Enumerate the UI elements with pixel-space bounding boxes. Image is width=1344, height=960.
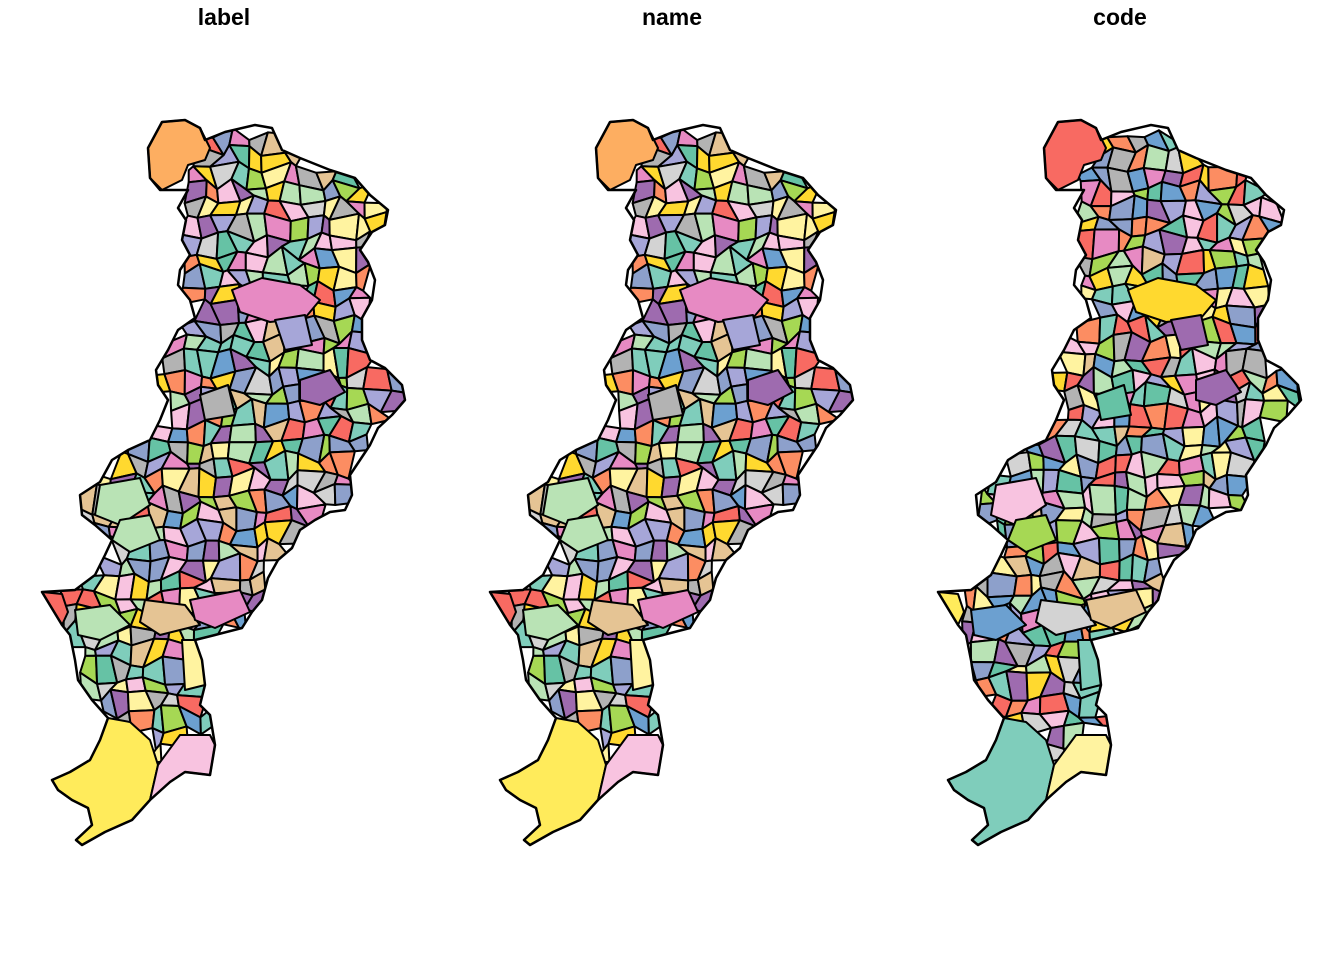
- ward-region: [637, 589, 699, 629]
- ward-region: [798, 314, 817, 334]
- ward-region: [1195, 369, 1242, 406]
- ward-region-south-blob: [947, 717, 1055, 846]
- ward-region: [299, 369, 346, 406]
- choropleth-map: [40, 118, 407, 847]
- ward-region: [1098, 536, 1121, 566]
- ward-region: [289, 216, 310, 243]
- ward-region: [111, 514, 161, 553]
- ward-region: [1088, 483, 1117, 516]
- ward-region: [1075, 316, 1102, 345]
- ward-region: [74, 604, 131, 641]
- ward-region: [1131, 194, 1149, 221]
- ward-region: [1035, 599, 1097, 636]
- ward-region: [231, 277, 321, 323]
- ward-region: [1095, 384, 1132, 421]
- ward-region: [202, 539, 221, 562]
- map-panel-label: label: [0, 0, 448, 960]
- ward-region: [139, 599, 201, 636]
- ward-region: [1127, 277, 1217, 323]
- ward-regions: [59, 127, 405, 765]
- ward-region: [970, 604, 1027, 641]
- ward-region: [737, 216, 758, 243]
- ward-regions: [507, 127, 853, 765]
- ward-region: [542, 477, 599, 526]
- ward-region: [647, 384, 684, 421]
- map-boundary: [488, 118, 855, 847]
- ward-region: [350, 314, 369, 334]
- ward-region: [1242, 263, 1270, 290]
- panel-title: name: [641, 4, 703, 30]
- ward-regions: [961, 129, 1301, 764]
- ward-region: [676, 422, 705, 444]
- map-boundary: [936, 118, 1303, 847]
- map-panel-name: name: [448, 0, 896, 960]
- ward-region: [1007, 514, 1057, 553]
- ward-region: [1156, 542, 1188, 560]
- map-panel-code: code: [896, 0, 1344, 960]
- ward-region: [559, 514, 609, 553]
- ward-region: [587, 599, 649, 636]
- ward-region: [1170, 314, 1209, 351]
- ward-region: [167, 427, 189, 444]
- ward-region: [722, 314, 761, 351]
- ward-region: [657, 441, 679, 460]
- ward-region: [209, 441, 231, 460]
- ward-region: [228, 422, 257, 444]
- ward-region: [199, 384, 236, 421]
- map-boundary: [40, 118, 407, 847]
- ward-region: [189, 589, 251, 629]
- ward-region: [522, 604, 579, 641]
- panel-title: code: [1093, 4, 1147, 30]
- ward-region-south-blob: [51, 717, 159, 846]
- ward-region: [1027, 451, 1045, 471]
- ward-region: [679, 277, 769, 323]
- ward-region-south-blob: [499, 717, 607, 846]
- ward-region: [986, 571, 1018, 599]
- ward-region: [1181, 425, 1206, 448]
- ward-region: [1085, 589, 1147, 629]
- ward-region: [1012, 573, 1033, 597]
- choropleth-map: [936, 118, 1303, 847]
- ward-region: [990, 477, 1047, 526]
- ward-region: [94, 477, 151, 526]
- panel-title: label: [197, 4, 251, 30]
- choropleth-map: [488, 118, 855, 847]
- ward-region: [747, 369, 794, 406]
- ward-region: [1225, 473, 1255, 497]
- ward-region: [274, 314, 313, 351]
- ward-region: [650, 539, 669, 562]
- ward-region: [615, 427, 637, 444]
